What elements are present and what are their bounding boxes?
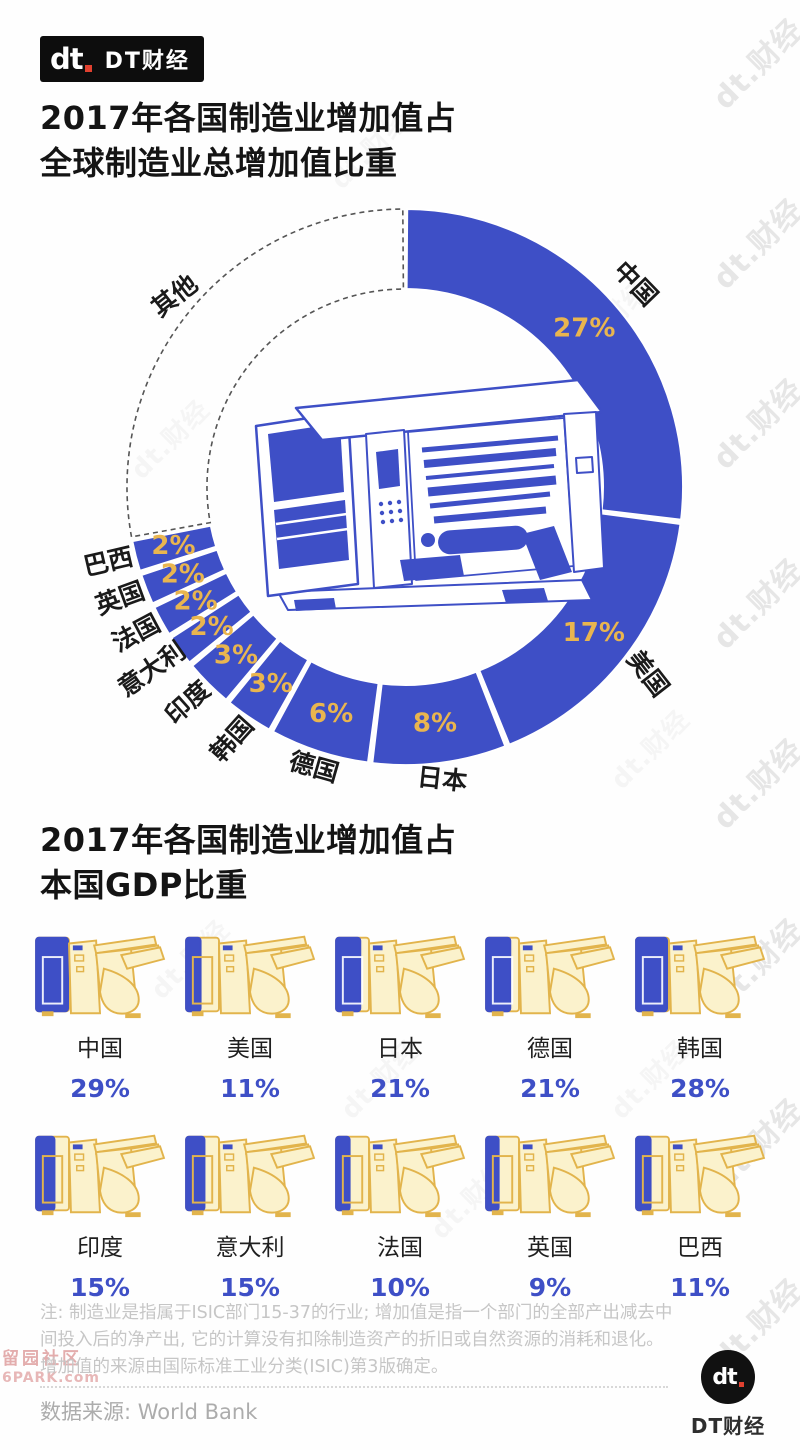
donut-value-label-3: 6% (309, 699, 353, 729)
gdp-item-9: 巴西 11% (625, 1127, 775, 1302)
gdp-item-value: 11% (220, 1074, 280, 1103)
gdp-item-5: 印度 15% (25, 1127, 175, 1302)
gdp-item-value: 15% (70, 1273, 130, 1302)
dotted-separator (40, 1386, 668, 1388)
machine-icon (185, 1134, 316, 1218)
dt-watermark: dt.财经 (706, 12, 800, 117)
gdp-share-title: 2017年各国制造业增加值占 本国GDP比重 (40, 821, 457, 905)
machine-icon (335, 935, 466, 1019)
donut-country-label-0: 中国 (608, 255, 664, 311)
machine-icon (485, 935, 616, 1019)
donut-value-label-5: 3% (214, 641, 258, 671)
gdp-item-value: 15% (220, 1273, 280, 1302)
gdp-pictogram-grid: 中国 29% 美国 11% (25, 928, 775, 1302)
gdp-item-7: 法国 10% (325, 1127, 475, 1302)
donut-segment-8 (140, 548, 227, 605)
red-dot-icon (738, 1381, 744, 1387)
donut-value-label-1: 17% (563, 618, 625, 648)
donut-country-label-9: 巴西 (81, 542, 136, 582)
gdp-item-label: 巴西 (677, 1235, 723, 1261)
gdp-item-value: 21% (520, 1074, 580, 1103)
gdp-item-3: 德国 21% (475, 928, 625, 1103)
gdp-item-0: 中国 29% (25, 928, 175, 1103)
dt-logo-mark: dt (50, 42, 92, 76)
donut-value-label-0: 27% (553, 313, 615, 343)
donut-segment-4 (228, 639, 310, 731)
gdp-item-label: 印度 (77, 1235, 123, 1261)
donut-segment-10 (126, 208, 405, 538)
donut-segment-3 (271, 659, 380, 764)
donut-segment-2 (371, 670, 507, 766)
gdp-item-label: 意大利 (215, 1235, 285, 1261)
gdp-item-label: 中国 (77, 1036, 123, 1062)
gdp-item-value: 21% (370, 1074, 430, 1103)
gdp-item-value: 9% (528, 1273, 572, 1302)
donut-segment-9 (131, 524, 218, 573)
donut-value-label-4: 3% (249, 669, 293, 699)
global-share-title: 2017年各国制造业增加值占 全球制造业总增加值比重 (40, 99, 457, 183)
donut-segment-6 (170, 593, 253, 664)
gdp-item-1: 美国 11% (175, 928, 325, 1103)
donut-segment-1 (477, 512, 682, 747)
gdp-item-label: 日本 (377, 1036, 423, 1062)
gdp-item-4: 韩国 28% (625, 928, 775, 1103)
gdp-item-label: 英国 (527, 1235, 573, 1261)
footnote: 注: 制造业是指属于ISIC部门15-37的行业; 增加值是指一个部门的全部产出… (40, 1303, 673, 1378)
donut-country-label-10: 其他 (146, 269, 203, 323)
dt-footer-logo: dt DT财经 (676, 1350, 780, 1439)
donut-value-label-8: 2% (161, 560, 205, 590)
dt-footer-logo-circle: dt (701, 1350, 755, 1404)
gdp-item-value: 10% (370, 1273, 430, 1302)
gdp-item-label: 德国 (527, 1036, 573, 1062)
donut-country-label-2: 日本 (416, 762, 469, 796)
gdp-item-value: 11% (670, 1273, 730, 1302)
donut-value-label-7: 2% (174, 587, 218, 617)
gdp-item-value: 29% (70, 1074, 130, 1103)
donut-country-label-1: 美国 (621, 645, 675, 702)
donut-segment-7 (153, 571, 239, 636)
machine-icon (185, 935, 316, 1019)
dt-logo-name: DT财经 (104, 49, 190, 74)
machine-icon (35, 1134, 166, 1218)
donut-segments (126, 207, 684, 766)
donut-segment-0 (405, 207, 684, 521)
donut-value-label-9: 2% (151, 531, 195, 561)
donut-segment-5 (190, 612, 280, 702)
dt-footer-logo-name: DT财经 (690, 1414, 766, 1438)
gdp-item-label: 韩国 (677, 1036, 723, 1062)
gdp-item-label: 美国 (227, 1036, 273, 1062)
machine-icon (635, 1134, 766, 1218)
donut-value-labels: 27%17%8%6%3%3%2%2%2%2% (151, 313, 624, 738)
gdp-item-2: 日本 21% (325, 928, 475, 1103)
machine-icon (35, 935, 166, 1019)
gdp-item-label: 法国 (377, 1235, 423, 1261)
machine-icon (485, 1134, 616, 1218)
data-source: 数据来源: World Bank (40, 1400, 258, 1424)
gdp-item-6: 意大利 15% (175, 1127, 325, 1302)
donut-value-label-6: 2% (190, 612, 234, 642)
global-share-donut-chart: 27%17%8%6%3%3%2%2%2%2% 中国美国日本德国韩国印度意大利法国… (81, 207, 684, 796)
machine-icon (335, 1134, 466, 1218)
printing-press-illustration (254, 378, 605, 611)
red-dot-icon (84, 65, 92, 72)
dt-header-logo: dt DT财经 (40, 36, 204, 82)
machine-icon (635, 935, 766, 1019)
gdp-item-value: 28% (670, 1074, 730, 1103)
dt-footer-logo-mark: dt (712, 1365, 744, 1390)
gdp-item-8: 英国 9% (475, 1127, 625, 1302)
donut-value-label-2: 8% (413, 709, 457, 739)
